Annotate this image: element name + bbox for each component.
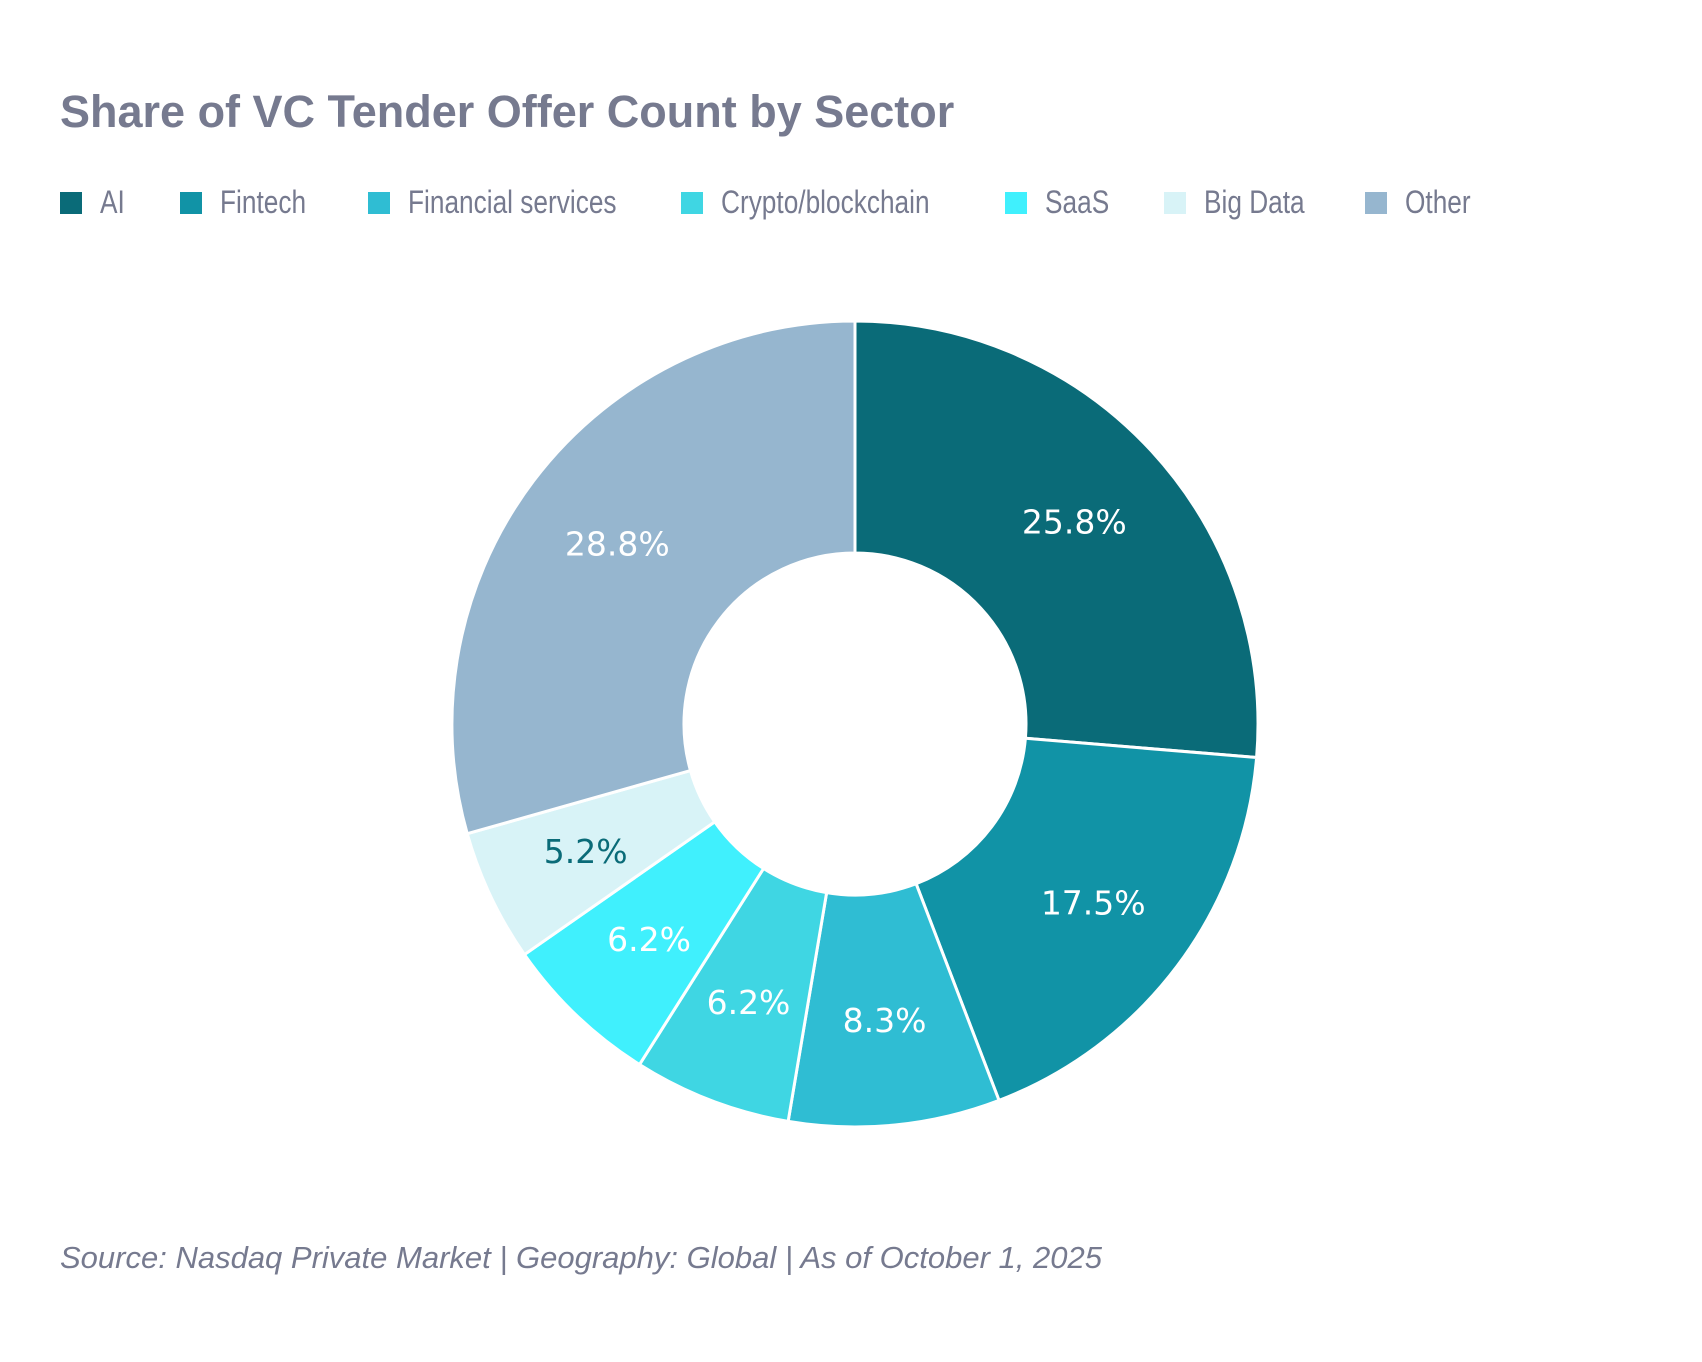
legend-item: Financial services — [368, 184, 662, 221]
data-label: 8.3% — [843, 1001, 927, 1040]
legend-item: SaaS — [1005, 184, 1123, 221]
legend-swatch — [681, 191, 703, 214]
legend-swatch — [1365, 191, 1387, 214]
data-label: 6.2% — [707, 983, 791, 1022]
data-label: 25.8% — [1022, 503, 1127, 542]
legend-label: Fintech — [220, 184, 307, 220]
legend-label: Other — [1405, 184, 1471, 220]
data-label: 5.2% — [544, 832, 628, 871]
legend-swatch — [180, 191, 202, 214]
legend-item: AI — [60, 184, 130, 221]
legend-swatch — [60, 191, 82, 214]
legend-label: AI — [100, 184, 125, 220]
legend-label: Big Data — [1204, 184, 1305, 220]
data-label: 6.2% — [607, 920, 691, 959]
donut-slice-fintech — [914, 736, 1259, 1103]
legend-item: Crypto/blockchain — [681, 184, 975, 221]
legend-label: Crypto/blockchain — [721, 184, 930, 220]
source-footnote: Source: Nasdaq Private Market | Geograph… — [60, 1240, 1102, 1275]
donut-slice-other — [450, 319, 857, 836]
legend-swatch — [1164, 191, 1186, 214]
chart-title: Share of VC Tender Offer Count by Sector — [60, 86, 955, 137]
legend-swatch — [368, 191, 390, 214]
legend-item: Other — [1365, 184, 1485, 221]
legend-item: Fintech — [180, 184, 325, 221]
legend-label: Financial services — [408, 184, 617, 220]
legend-label: SaaS — [1045, 184, 1110, 220]
data-label: 17.5% — [1041, 884, 1146, 923]
legend-item: Big Data — [1164, 184, 1327, 221]
data-label: 28.8% — [565, 525, 670, 564]
legend-swatch — [1005, 191, 1027, 214]
donut-slice-ai — [853, 319, 1260, 760]
